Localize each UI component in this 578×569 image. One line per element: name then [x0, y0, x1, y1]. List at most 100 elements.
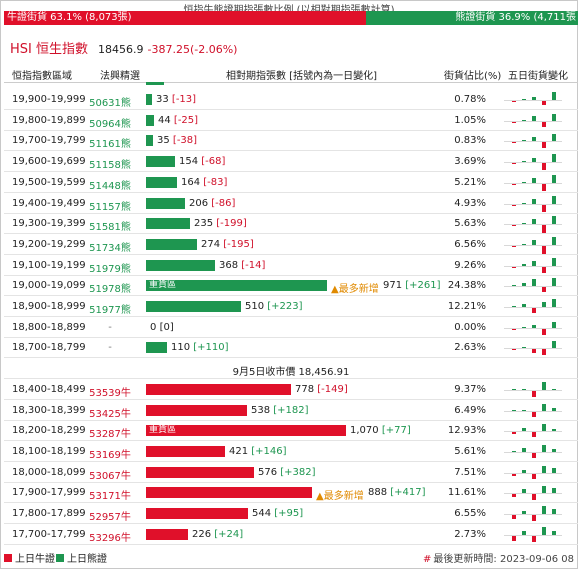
count-bar [146, 114, 154, 126]
sparkline-bar [552, 299, 556, 307]
sparkline-baseline [504, 451, 562, 453]
sparkline-bar [552, 113, 556, 121]
warrant-code-link[interactable]: 51978熊 [89, 284, 131, 296]
bull-row: 18,100-18,199 53169牛 421 [+146] 5.61% [4, 442, 578, 462]
warrant-code-link[interactable]: 52957牛 [89, 512, 131, 523]
warrant-code-link[interactable]: 51581熊 [89, 222, 131, 234]
warrant-code-link[interactable]: 53296牛 [89, 532, 131, 544]
col-pct-header: 街貨佔比(%) [444, 71, 502, 82]
index-name[interactable]: HSI 恒生指數 [10, 42, 88, 57]
sparkline-bar [552, 174, 556, 183]
warrant-code-link[interactable]: 53287牛 [89, 429, 131, 441]
sparkline-baseline [504, 307, 562, 308]
warrant-code-link[interactable]: 51734熊 [89, 242, 131, 254]
count-bar [146, 218, 190, 230]
legend-bear-label: 上日熊證 [67, 554, 107, 565]
count-value: 510 [245, 301, 265, 312]
sparkline-bar [532, 452, 536, 458]
col-spark-header: 五日街貨變化 [508, 71, 568, 82]
bull-share-segment: 牛證街貨 63.1% (8,073張) [4, 11, 367, 25]
daily-change: [+261] [405, 280, 441, 292]
sparkline-bar [532, 390, 536, 397]
warrant-code-link[interactable]: 51161熊 [89, 139, 131, 151]
up-triangle-icon: ▲ [331, 284, 339, 296]
range-label: 19,500-19,599 [12, 176, 86, 188]
sparkline-bar [552, 488, 556, 494]
warrant-code-link[interactable]: 51157熊 [89, 201, 131, 213]
daily-change: [+417] [390, 487, 426, 499]
sparkline-bar [512, 328, 516, 330]
count-value: 164 [181, 176, 201, 188]
warrant-code-link[interactable]: 53171牛 [89, 491, 131, 503]
warrant-code-link[interactable]: 50964熊 [89, 118, 131, 130]
warrant-code-link[interactable]: 53539牛 [89, 387, 131, 399]
outstanding-pct: 0.00% [454, 321, 486, 333]
sparkline-bar [542, 403, 546, 411]
sparkline-bar [532, 219, 536, 225]
sparkline-bar [522, 428, 526, 432]
warrant-code-link[interactable]: 51448熊 [89, 180, 131, 192]
sparkline-bar [532, 198, 536, 204]
count-text: 226 [+24] [192, 529, 243, 540]
warrant-code-link[interactable]: 50631熊 [89, 98, 131, 109]
sparkline-bar [552, 236, 556, 245]
outstanding-pct: 4.93% [454, 197, 486, 209]
warrant-code-link[interactable]: 51977熊 [89, 305, 131, 316]
sparkline-bar [512, 494, 516, 498]
sparkline-bar [512, 306, 516, 307]
count-value: 576 [258, 466, 278, 478]
sparkline-bar [542, 349, 546, 356]
sparkline-bar [542, 486, 546, 494]
count-value: 0 [150, 321, 157, 333]
sparkline-baseline [504, 348, 562, 350]
table-header: 恒指指數區域 法興精選 相對期指張數 [括號內為一日變化] 街貨佔比(%) 五日… [4, 64, 578, 82]
five-day-sparkline [504, 505, 562, 523]
sparkline-bar [542, 101, 546, 105]
sparkline-bar [552, 429, 556, 432]
count-text: 544 [+95] [252, 508, 303, 519]
sparkline-bar [542, 121, 546, 127]
five-day-sparkline [504, 484, 562, 502]
bear-row: 19,900-19,999 50631熊 33 [-13] 0.78% [4, 90, 578, 110]
sparkline-bar [532, 239, 536, 245]
count-text: 0 [0] [150, 322, 174, 333]
sparkline-bar [522, 161, 526, 163]
warrant-code-link[interactable]: 53425牛 [89, 408, 131, 420]
sparkline-bar [542, 465, 546, 473]
sparkline-bar [542, 183, 546, 191]
count-bar: 重貨區 [146, 425, 346, 437]
five-day-sparkline [504, 381, 562, 399]
daily-change: [+146] [251, 445, 287, 457]
sparkline-bar [522, 140, 526, 142]
sparkline-bar [532, 473, 536, 479]
sparkline-baseline [504, 472, 562, 474]
warrant-code-link[interactable]: 51158熊 [89, 160, 131, 172]
sparkline-bar [512, 121, 516, 123]
count-value: 44 [158, 114, 171, 126]
five-day-sparkline [504, 174, 562, 192]
count-bar [146, 466, 254, 478]
closing-price-row: 9月5日收市價 18,456.91 [4, 359, 578, 380]
warrant-code-link[interactable]: 51979熊 [89, 263, 131, 275]
sparkline-baseline [504, 141, 562, 143]
sparkline-bar [542, 287, 546, 293]
sparkline-bar [522, 223, 526, 225]
warrant-code-link[interactable]: 53067牛 [89, 470, 131, 482]
count-bar [146, 383, 291, 395]
sparkline-bar [542, 302, 546, 307]
sparkline-baseline [504, 203, 562, 205]
sparkline-bar [542, 142, 546, 149]
legend-bear: 上日熊證 [56, 550, 107, 565]
count-text: 235 [-199] [194, 218, 247, 229]
col-count-header: 相對期指張數 [括號內為一日變化] [226, 71, 377, 82]
count-text: 154 [-68] [179, 156, 225, 167]
count-bar [146, 259, 215, 271]
sparkline-bar [542, 506, 546, 514]
outstanding-pct: 2.73% [454, 528, 486, 540]
sparkline-bar [552, 195, 556, 204]
warrant-code-link[interactable]: 53169牛 [89, 449, 131, 461]
sparkline-bar [522, 326, 526, 328]
col-range-header: 恒指指數區域 [12, 71, 72, 82]
count-text: 35 [-38] [157, 135, 197, 146]
sparkline-bar [532, 97, 536, 100]
